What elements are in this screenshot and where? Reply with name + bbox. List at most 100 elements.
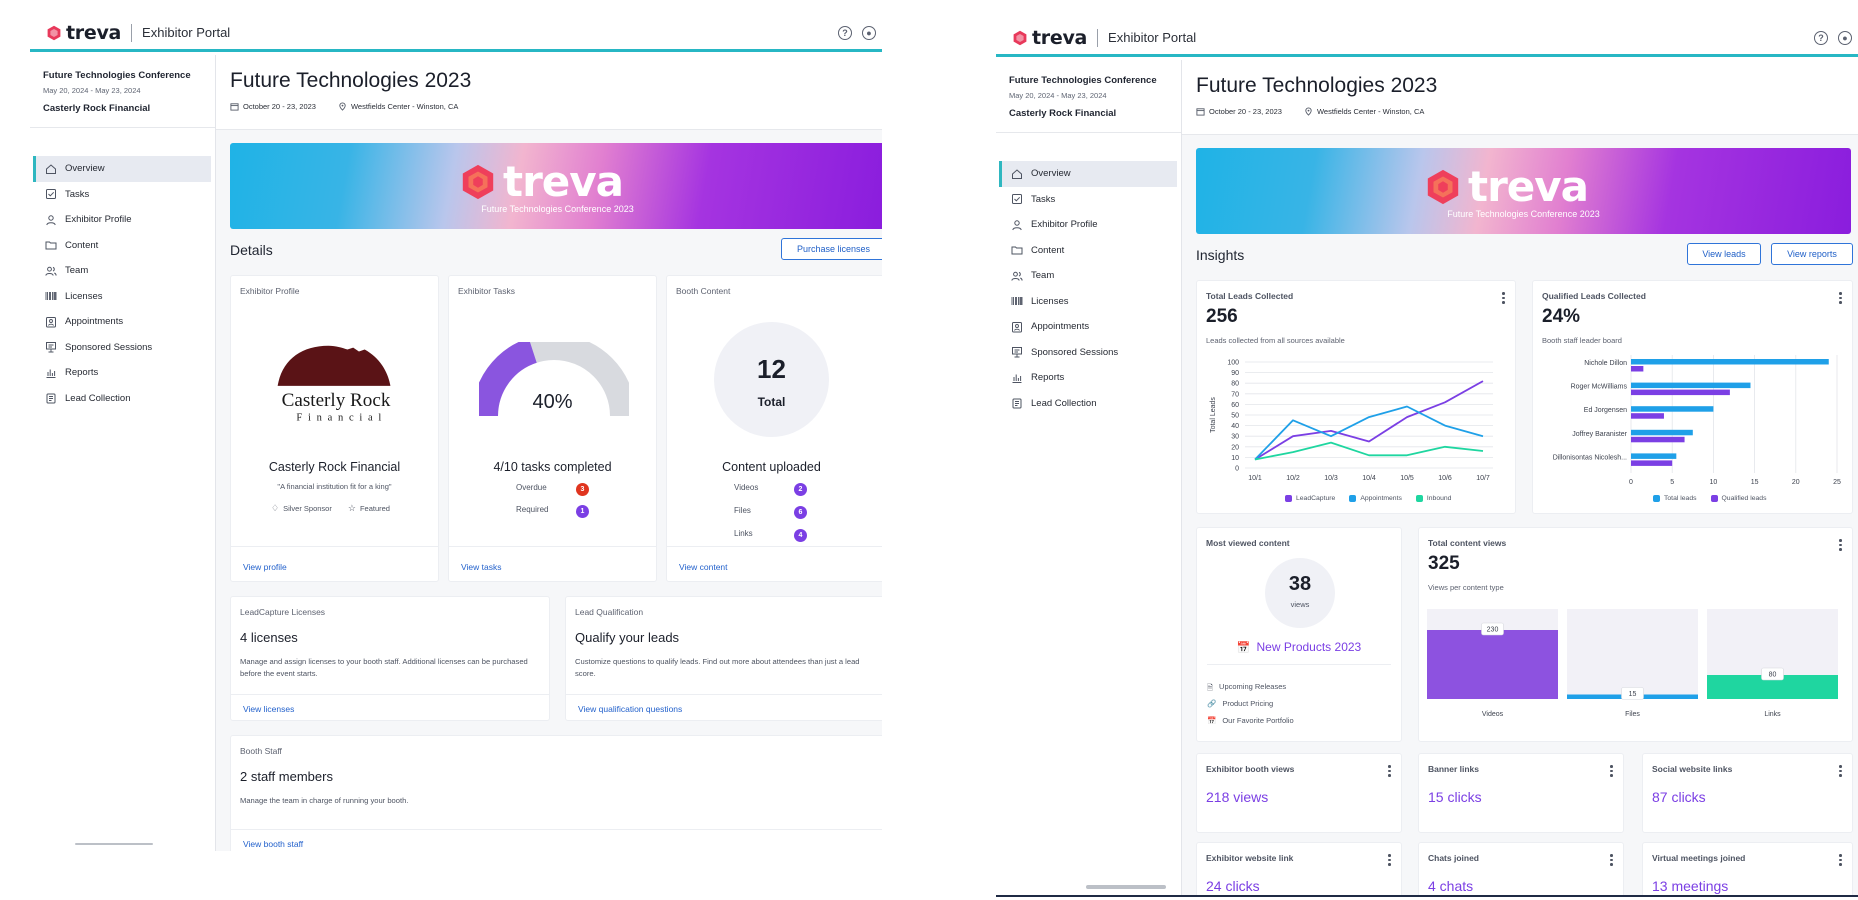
sidebar-item-sponsored-sessions[interactable]: Sponsored Sessions bbox=[33, 335, 211, 361]
sidebar-item-lead-collection[interactable]: Lead Collection bbox=[999, 391, 1177, 417]
event-location: Westfields Center - Winston, CA bbox=[1316, 107, 1425, 116]
view-qualification-link[interactable]: View qualification questions bbox=[578, 704, 683, 714]
person-icon bbox=[45, 214, 57, 226]
more-options-icon[interactable] bbox=[1839, 765, 1842, 777]
overdue-row: Overdue 3 bbox=[516, 483, 589, 496]
view-tasks-link[interactable]: View tasks bbox=[461, 562, 502, 572]
brand-logo[interactable]: treva bbox=[1012, 27, 1087, 49]
team-icon bbox=[1011, 270, 1023, 282]
sidebar-item-exhibitor-profile[interactable]: Exhibitor Profile bbox=[33, 207, 211, 233]
more-options-icon[interactable] bbox=[1839, 539, 1842, 551]
sidebar-item-exhibitor-profile[interactable]: Exhibitor Profile bbox=[999, 212, 1177, 238]
account-icon[interactable]: ● bbox=[1838, 31, 1852, 45]
view-booth-staff-link[interactable]: View booth staff bbox=[243, 839, 304, 849]
metric-meetings-card: Virtual meetings joined 13 meetings bbox=[1642, 842, 1853, 897]
content-item-1[interactable]: 🔗 Product Pricing bbox=[1207, 699, 1274, 708]
view-content-link[interactable]: View content bbox=[679, 562, 728, 572]
y-tick-label: 10 bbox=[1231, 455, 1239, 462]
chats-value: 4 chats bbox=[1428, 878, 1474, 894]
page-title: Future Technologies 2023 bbox=[1196, 74, 1438, 97]
calendar-person-icon bbox=[45, 316, 57, 328]
sidebar-item-label: Overview bbox=[65, 163, 105, 175]
sidebar-item-appointments[interactable]: Appointments bbox=[33, 309, 211, 335]
presentation-icon bbox=[1011, 346, 1023, 358]
sidebar-divider bbox=[996, 132, 1181, 133]
brand-logo[interactable]: treva bbox=[46, 22, 121, 44]
view-leads-button[interactable]: View leads bbox=[1687, 243, 1761, 265]
required-count: 1 bbox=[576, 505, 589, 518]
sidebar-item-label: Content bbox=[1031, 244, 1065, 256]
view-licenses-link[interactable]: View licenses bbox=[243, 704, 295, 714]
link-icon: 🔗 bbox=[1207, 699, 1217, 708]
more-options-icon[interactable] bbox=[1610, 765, 1613, 777]
value-label: 15 bbox=[1629, 691, 1637, 698]
help-icon[interactable]: ? bbox=[838, 26, 852, 40]
sidebar-item-team[interactable]: Team bbox=[33, 258, 211, 284]
sidebar-item-team[interactable]: Team bbox=[999, 263, 1177, 289]
required-row: Required 1 bbox=[516, 505, 589, 518]
view-profile-link[interactable]: View profile bbox=[243, 562, 287, 572]
x-tick-label: 10/1 bbox=[1248, 475, 1262, 482]
staff-count: 2 staff members bbox=[240, 769, 333, 784]
sidebar-item-tasks[interactable]: Tasks bbox=[33, 182, 211, 208]
sidebar-item-reports[interactable]: Reports bbox=[33, 360, 211, 386]
category-label: Videos bbox=[1482, 711, 1504, 718]
sidebar-item-content[interactable]: Content bbox=[999, 238, 1177, 264]
more-options-icon[interactable] bbox=[1502, 292, 1505, 304]
folder-icon bbox=[45, 239, 57, 251]
top-bar: treva Exhibitor Portal ? ● bbox=[996, 21, 1858, 57]
sidebar-item-sponsored-sessions[interactable]: Sponsored Sessions bbox=[999, 340, 1177, 366]
banner-links-value: 15 clicks bbox=[1428, 789, 1482, 805]
files-row: Files 6 bbox=[734, 506, 807, 519]
bar-total-leads bbox=[1631, 406, 1714, 412]
qualify-description: Customize questions to qualify leads. Fi… bbox=[575, 657, 860, 678]
value-label: 80 bbox=[1769, 672, 1777, 679]
sponsor-tag: ♢ Silver Sponsor bbox=[271, 503, 332, 513]
banner-logo: treva bbox=[459, 157, 624, 206]
sidebar-item-tasks[interactable]: Tasks bbox=[999, 187, 1177, 213]
content-total-circle: 12 Total bbox=[714, 322, 829, 437]
sidebar-item-reports[interactable]: Reports bbox=[999, 365, 1177, 391]
total-leads-value: 256 bbox=[1206, 306, 1238, 327]
category-label: Roger McWilliams bbox=[1571, 384, 1628, 391]
view-reports-button[interactable]: View reports bbox=[1771, 243, 1853, 265]
total-leads-desc: Leads collected from all sources availab… bbox=[1206, 336, 1345, 345]
x-tick-label: 5 bbox=[1670, 479, 1674, 486]
account-icon[interactable]: ● bbox=[862, 26, 876, 40]
sidebar-item-licenses[interactable]: Licenses bbox=[33, 284, 211, 310]
sidebar-item-overview[interactable]: Overview bbox=[33, 156, 211, 182]
page-title: Future Technologies 2023 bbox=[230, 69, 472, 92]
top-bar: treva Exhibitor Portal ? ● bbox=[30, 16, 882, 52]
calendar-icon: 📅 bbox=[1207, 716, 1217, 725]
sidebar-item-content[interactable]: Content bbox=[33, 233, 211, 259]
more-options-icon[interactable] bbox=[1839, 292, 1842, 304]
right-screen: treva Exhibitor Portal ? ● Future Techno… bbox=[996, 21, 1858, 897]
top-content-title[interactable]: 📅 New Products 2023 bbox=[1236, 640, 1362, 654]
more-options-icon[interactable] bbox=[1388, 854, 1391, 866]
more-options-icon[interactable] bbox=[1610, 854, 1613, 866]
bar-total-leads bbox=[1631, 359, 1829, 365]
sidebar-scrollbar[interactable] bbox=[1086, 885, 1166, 889]
sidebar-scrollbar[interactable] bbox=[75, 843, 153, 845]
sidebar-item-lead-collection[interactable]: Lead Collection bbox=[33, 386, 211, 412]
sidebar-item-label: Sponsored Sessions bbox=[1031, 346, 1119, 358]
sidebar-item-overview[interactable]: Overview bbox=[999, 161, 1177, 187]
barcode-icon bbox=[1011, 295, 1023, 307]
metric-chats-card: Chats joined 4 chats bbox=[1418, 842, 1624, 897]
content-item-0[interactable]: 🗎 Upcoming Releases bbox=[1207, 682, 1286, 695]
event-name: Future Technologies Conference bbox=[43, 70, 191, 81]
sidebar-item-licenses[interactable]: Licenses bbox=[999, 289, 1177, 315]
x-tick-label: 10/3 bbox=[1324, 475, 1338, 482]
x-tick-label: 0 bbox=[1629, 479, 1633, 486]
more-options-icon[interactable] bbox=[1388, 765, 1391, 777]
sidebar-item-appointments[interactable]: Appointments bbox=[999, 314, 1177, 340]
legend-appointments: Appointments bbox=[1349, 495, 1402, 502]
more-options-icon[interactable] bbox=[1839, 854, 1842, 866]
content-item-2[interactable]: 📅 Our Favorite Portfolio bbox=[1207, 716, 1294, 725]
purchase-licenses-button[interactable]: Purchase licenses bbox=[781, 238, 882, 260]
sidebar-item-label: Appointments bbox=[65, 316, 124, 328]
checkbox-icon bbox=[1011, 193, 1023, 205]
help-icon[interactable]: ? bbox=[1814, 31, 1828, 45]
portal-title: Exhibitor Portal bbox=[142, 25, 231, 40]
exhibitor-tasks-card: Exhibitor Tasks 40% 4/10 tasks completed… bbox=[448, 275, 657, 582]
